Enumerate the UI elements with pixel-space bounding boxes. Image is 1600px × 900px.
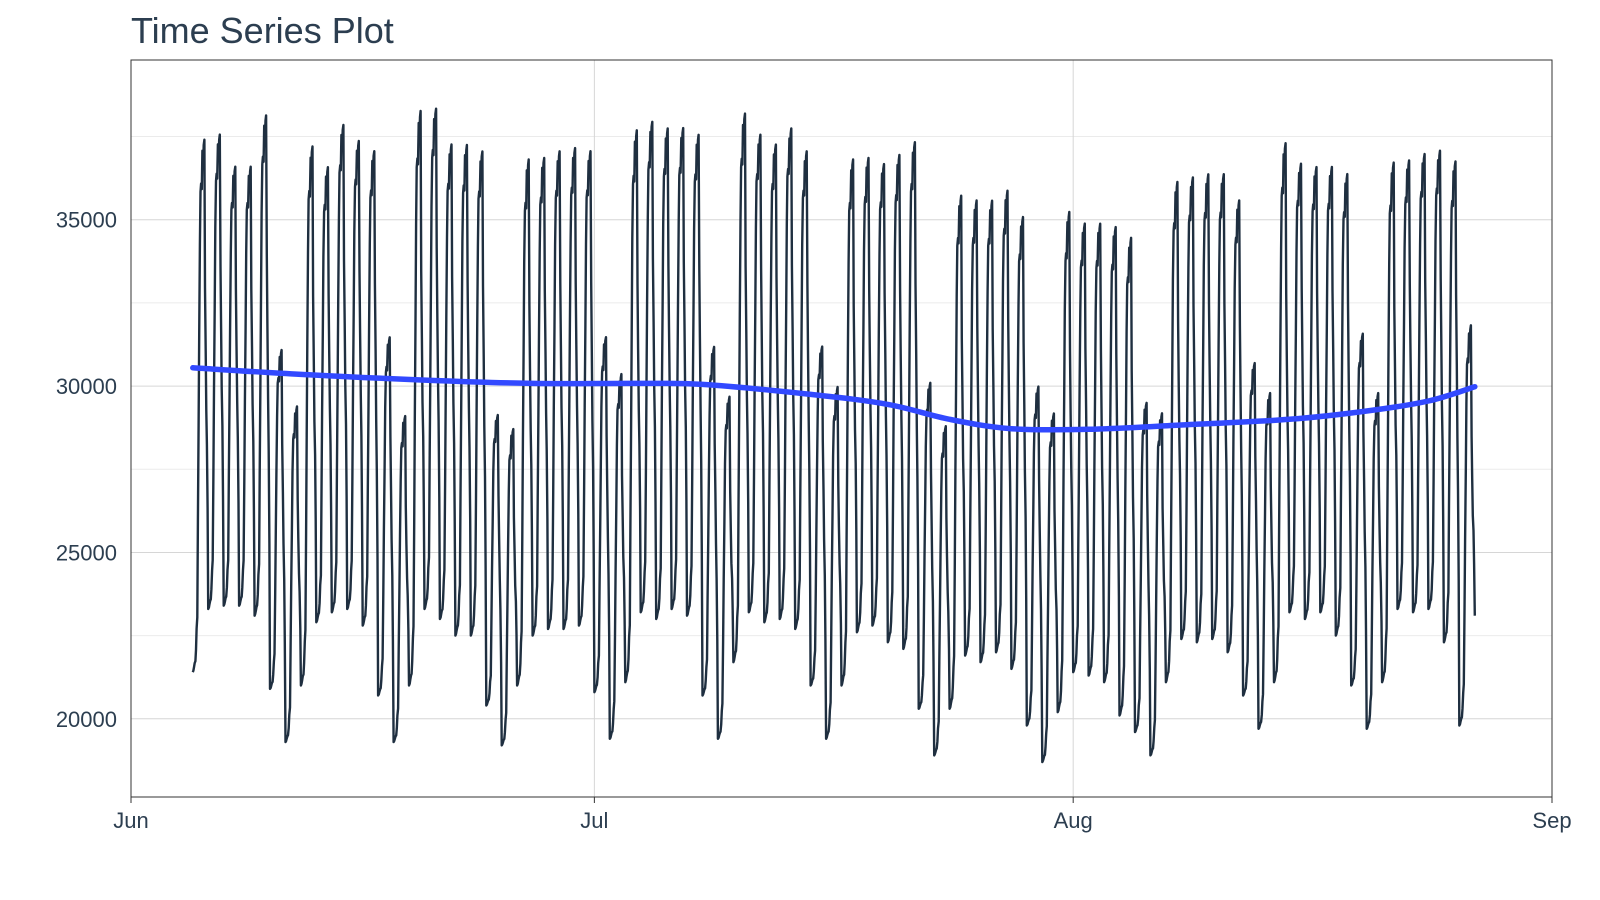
x-tick-label: Jul	[580, 808, 608, 833]
hourly-series-line	[191, 107, 1476, 764]
x-tick-label: Sep	[1532, 808, 1571, 833]
smooth-trend-line	[190, 365, 1478, 433]
x-tick-label: Jun	[113, 808, 148, 833]
y-axis-ticks: 20000 25000 30000 35000	[56, 208, 117, 732]
y-tick-label: 35000	[56, 208, 117, 233]
plot-panel-border	[130, 59, 1553, 798]
x-axis-ticks: Jun Jul Aug Sep	[113, 797, 1572, 833]
y-tick-label: 30000	[56, 374, 117, 399]
series-layer	[190, 107, 1478, 764]
chart-title: Time Series Plot	[131, 10, 394, 51]
x-tick-label: Aug	[1054, 808, 1093, 833]
y-tick-label: 25000	[56, 540, 117, 565]
y-tick-label: 20000	[56, 707, 117, 732]
